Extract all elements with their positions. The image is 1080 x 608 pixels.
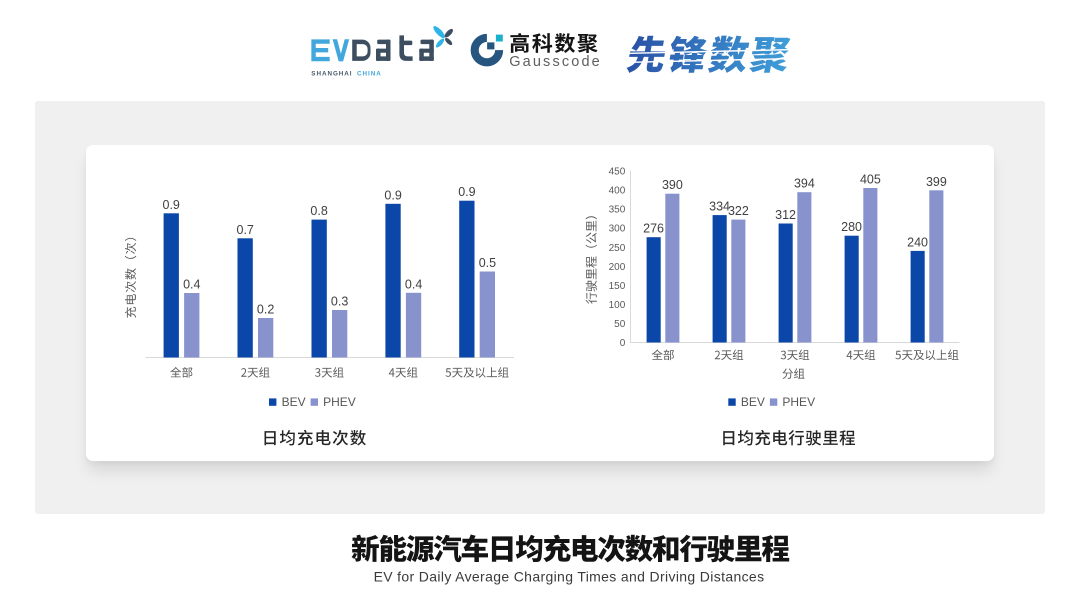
svg-text:0.4: 0.4 bbox=[183, 278, 200, 292]
svg-text:0.5: 0.5 bbox=[479, 256, 496, 270]
svg-text:0.8: 0.8 bbox=[310, 204, 327, 218]
svg-text:300: 300 bbox=[609, 224, 626, 235]
svg-text:PHEV: PHEV bbox=[782, 395, 815, 409]
svg-text:0.9: 0.9 bbox=[163, 198, 180, 212]
svg-text:0.2: 0.2 bbox=[257, 303, 274, 317]
svg-text:0: 0 bbox=[620, 338, 626, 349]
svg-text:276: 276 bbox=[643, 222, 664, 236]
svg-text:0.4: 0.4 bbox=[405, 277, 422, 291]
svg-text:200: 200 bbox=[609, 262, 626, 273]
svg-text:312: 312 bbox=[775, 208, 796, 222]
svg-text:399: 399 bbox=[926, 175, 947, 189]
svg-text:450: 450 bbox=[609, 167, 626, 178]
svg-text:0.7: 0.7 bbox=[237, 223, 254, 237]
svg-text:BEV: BEV bbox=[741, 395, 765, 409]
svg-text:PHEV: PHEV bbox=[323, 395, 356, 409]
svg-text:100: 100 bbox=[609, 300, 626, 311]
svg-text:0.9: 0.9 bbox=[384, 188, 401, 202]
svg-text:394: 394 bbox=[794, 177, 815, 191]
svg-text:334: 334 bbox=[709, 200, 730, 214]
svg-text:240: 240 bbox=[907, 235, 928, 249]
svg-text:SHANGHAI: SHANGHAI bbox=[311, 70, 352, 77]
svg-text:250: 250 bbox=[609, 243, 626, 254]
svg-text:150: 150 bbox=[609, 281, 626, 292]
svg-text:0.3: 0.3 bbox=[331, 295, 348, 309]
svg-text:50: 50 bbox=[614, 319, 626, 330]
svg-text:322: 322 bbox=[728, 204, 749, 218]
svg-text:280: 280 bbox=[841, 220, 862, 234]
svg-text:Gausscode: Gausscode bbox=[509, 54, 602, 70]
svg-text:400: 400 bbox=[609, 186, 626, 197]
svg-text:350: 350 bbox=[609, 205, 626, 216]
svg-text:CHINA: CHINA bbox=[357, 70, 382, 77]
svg-text:390: 390 bbox=[662, 178, 683, 192]
svg-text:EV for Daily Average Charging: EV for Daily Average Charging Times and … bbox=[374, 568, 765, 584]
svg-text:BEV: BEV bbox=[282, 395, 306, 409]
svg-text:0.9: 0.9 bbox=[458, 185, 475, 199]
svg-text:405: 405 bbox=[860, 173, 881, 187]
